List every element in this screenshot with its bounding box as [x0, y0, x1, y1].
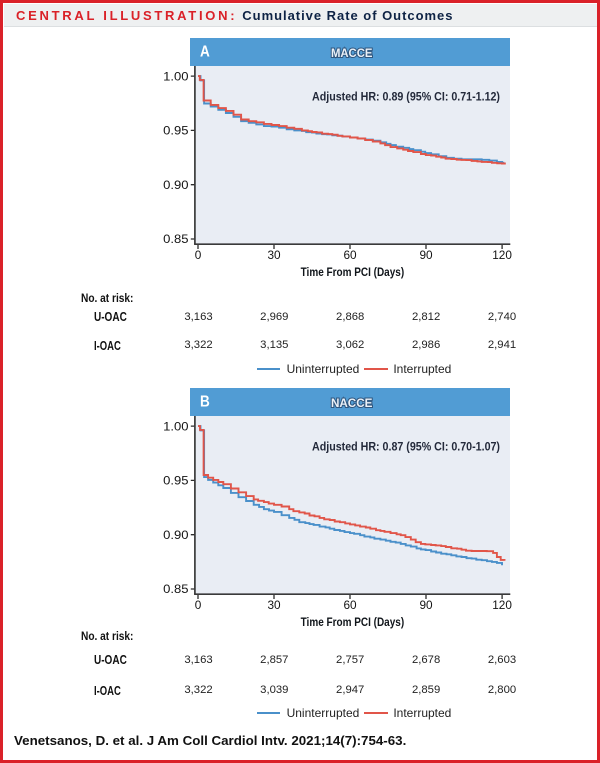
- svg-text:30: 30: [267, 248, 281, 262]
- svg-text:MACCE: MACCE: [331, 46, 373, 60]
- svg-text:90: 90: [419, 598, 433, 612]
- svg-text:Time From PCI (Days): Time From PCI (Days): [301, 617, 405, 629]
- svg-text:0.85: 0.85: [163, 582, 189, 596]
- svg-text:0.95: 0.95: [163, 474, 189, 488]
- svg-text:60: 60: [343, 248, 357, 262]
- svg-text:Time From PCI (Days): Time From PCI (Days): [301, 267, 405, 279]
- svg-text:120: 120: [492, 248, 512, 262]
- svg-text:B: B: [200, 394, 210, 411]
- svg-text:NACCE: NACCE: [331, 396, 373, 410]
- svg-text:0.85: 0.85: [163, 232, 189, 246]
- svg-text:Adjusted HR: 0.87 (95% CI: 0.7: Adjusted HR: 0.87 (95% CI: 0.70-1.07): [312, 440, 500, 453]
- svg-text:0: 0: [195, 598, 202, 612]
- svg-text:1.00: 1.00: [163, 419, 189, 433]
- svg-text:30: 30: [267, 598, 281, 612]
- svg-text:Adjusted HR: 0.89 (95% CI: 0.7: Adjusted HR: 0.89 (95% CI: 0.71-1.12): [312, 90, 500, 103]
- svg-text:0: 0: [195, 248, 202, 262]
- svg-text:0.90: 0.90: [163, 178, 189, 192]
- svg-text:120: 120: [492, 598, 512, 612]
- svg-text:0.90: 0.90: [163, 528, 189, 542]
- svg-text:60: 60: [343, 598, 357, 612]
- svg-text:1.00: 1.00: [163, 69, 189, 83]
- svg-text:A: A: [200, 44, 210, 61]
- svg-text:90: 90: [419, 248, 433, 262]
- svg-text:0.95: 0.95: [163, 124, 189, 138]
